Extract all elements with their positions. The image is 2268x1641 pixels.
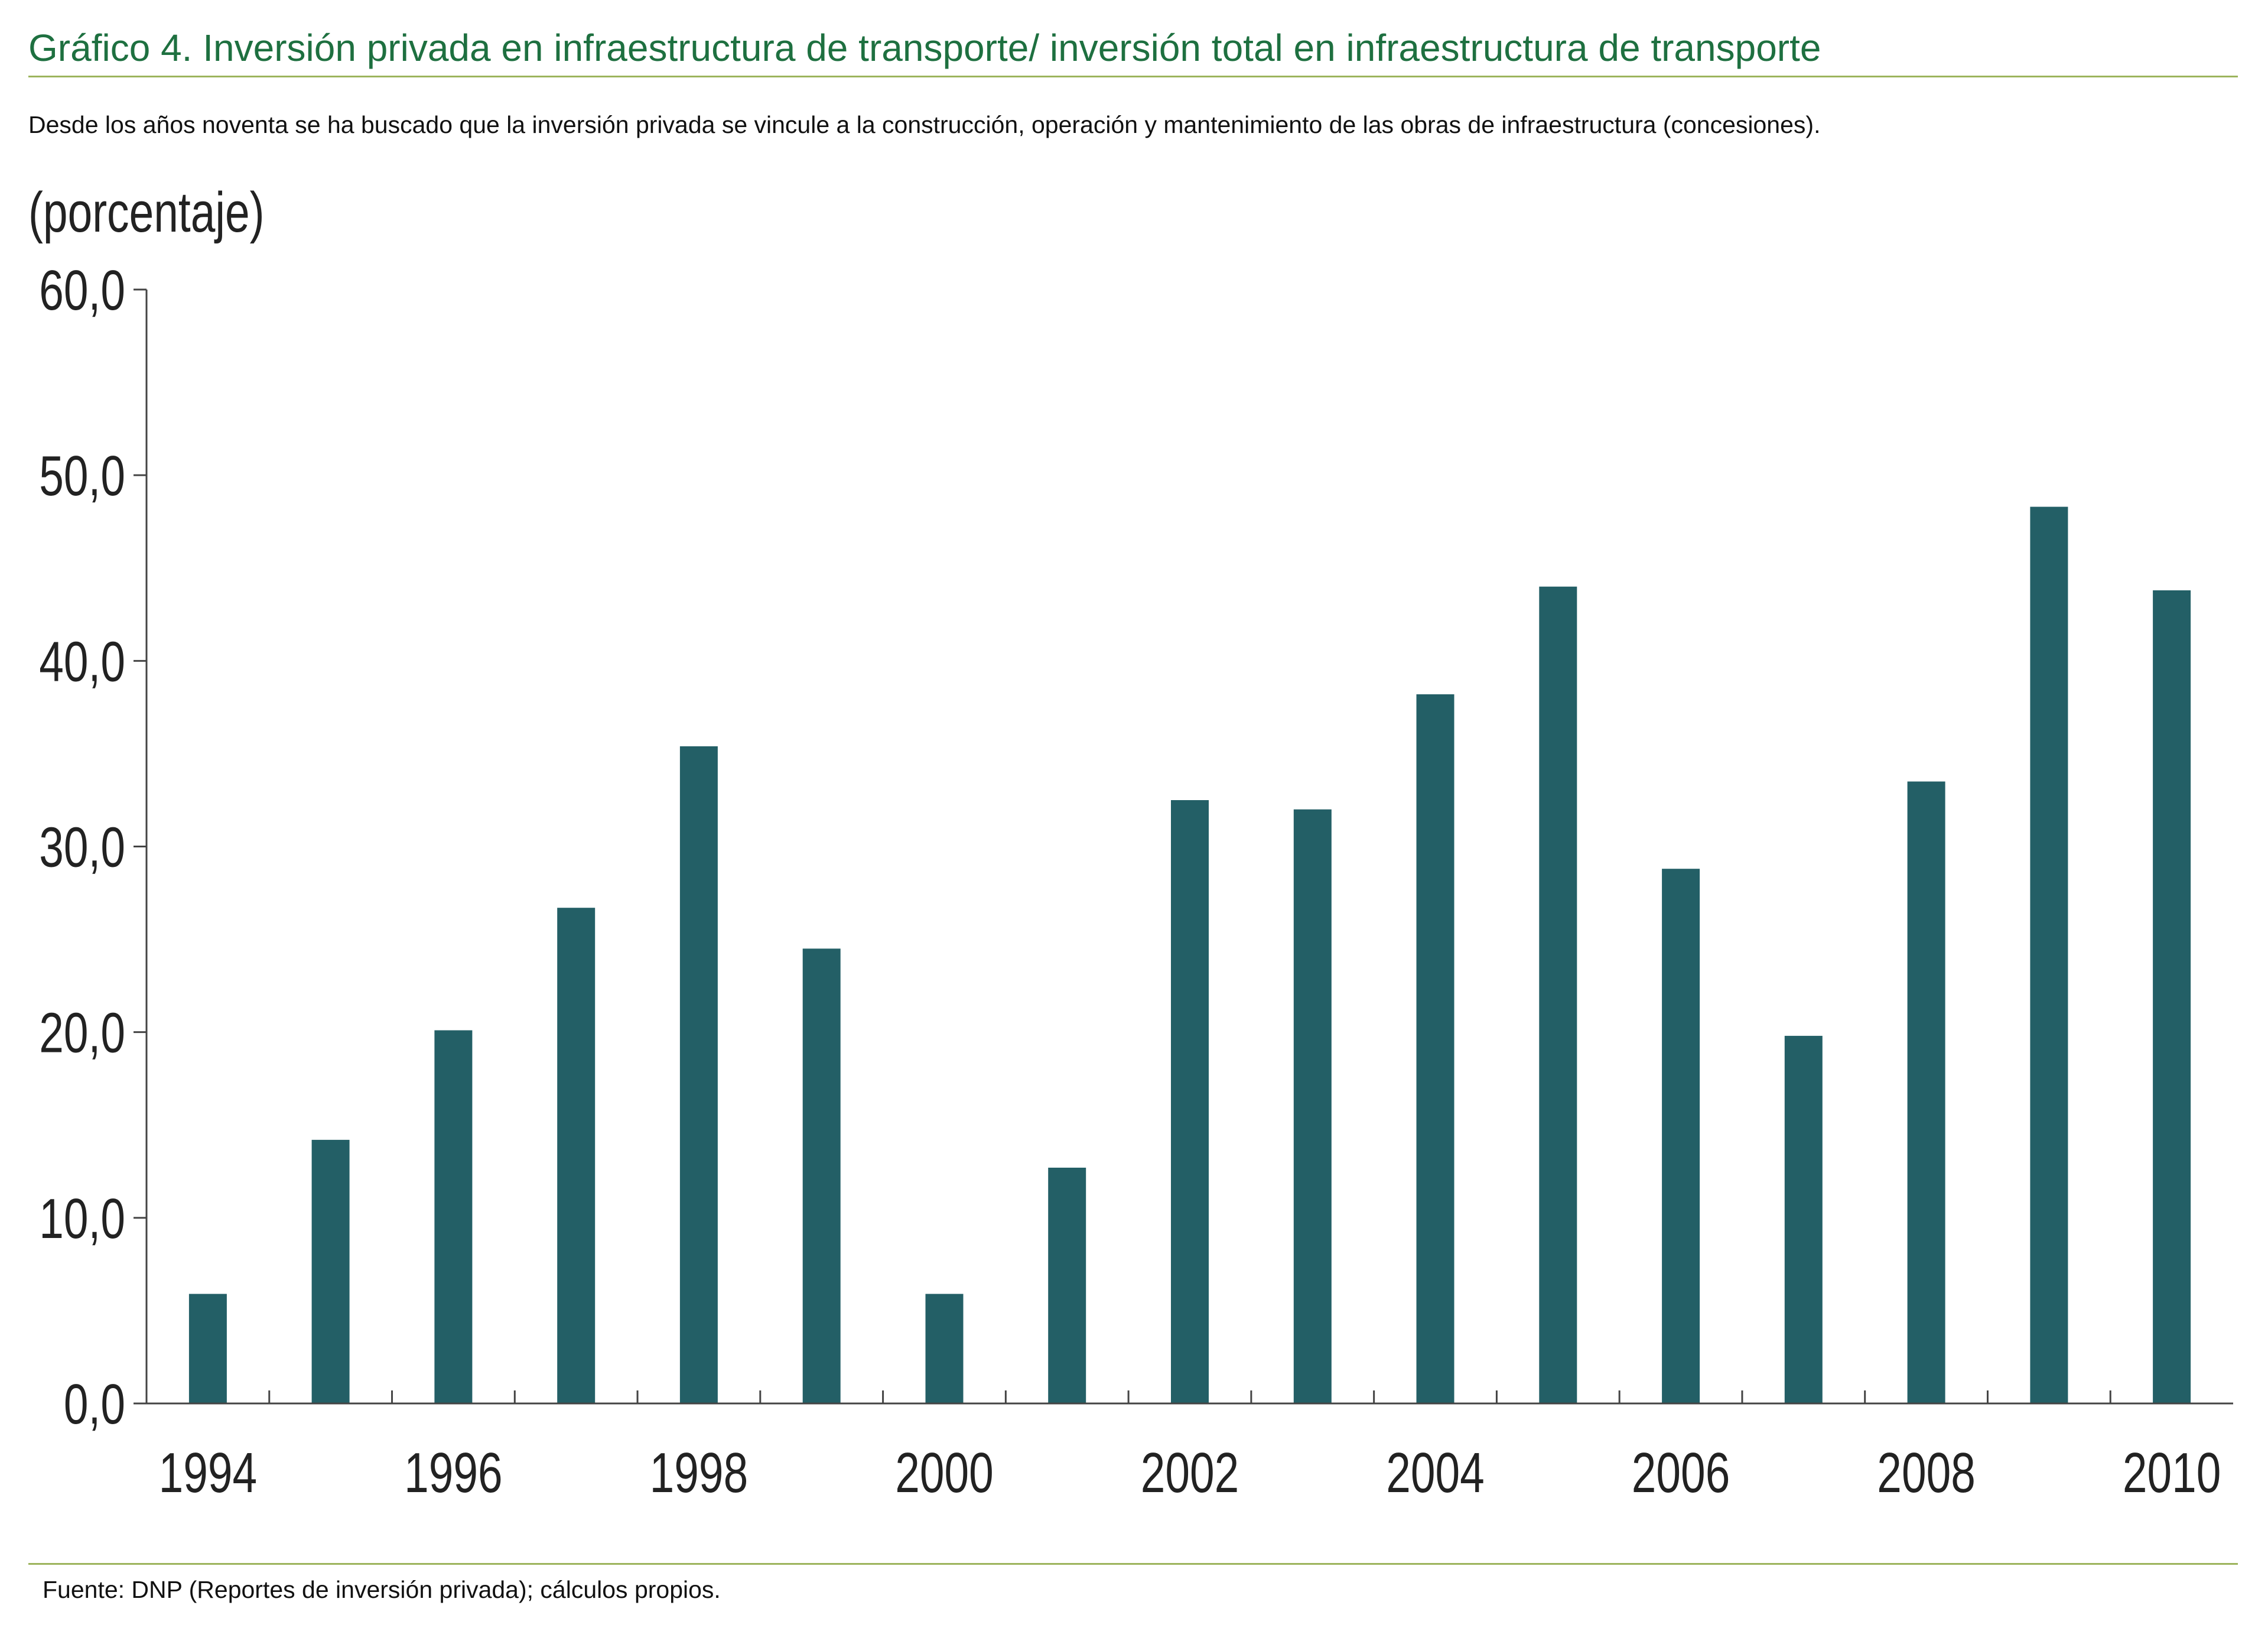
y-tick-label: 60,0 <box>39 259 125 322</box>
bar-1997 <box>557 908 596 1403</box>
chart-subtitle: Desde los años noventa se ha buscado que… <box>28 111 1821 138</box>
source-note: Fuente: DNP (Reportes de inversión priva… <box>43 1576 721 1603</box>
x-tick-label: 1996 <box>404 1441 503 1504</box>
bar-1994 <box>188 1294 227 1403</box>
x-tick-label: 2006 <box>1632 1441 1730 1504</box>
x-tick-label: 2010 <box>2123 1441 2221 1504</box>
chart-title: Gráfico 4. Inversión privada en infraest… <box>28 27 1821 69</box>
y-tick-label: 0,0 <box>64 1373 125 1436</box>
bar-2006 <box>1662 869 1700 1403</box>
y-ticks-group: 0,0 10,0 20,0 30,0 40,0 50,0 60,0 <box>39 259 147 1436</box>
x-tick-label: 2004 <box>1386 1441 1485 1504</box>
y-tick-label: 50,0 <box>39 444 125 508</box>
title-divider <box>28 76 2238 77</box>
bar-2002 <box>1171 800 1209 1403</box>
bar-2009 <box>2030 506 2068 1403</box>
bar-2008 <box>1907 781 1945 1403</box>
x-tick-label: 1994 <box>159 1441 258 1504</box>
x-tick-label: 2002 <box>1141 1441 1239 1504</box>
y-tick-label: 30,0 <box>39 816 125 879</box>
x-tick-label: 1998 <box>650 1441 749 1504</box>
bar-2007 <box>1784 1035 1823 1403</box>
bar-2005 <box>1539 586 1577 1404</box>
x-ticks-group: 1994 1996 1998 2000 2002 2004 2006 2008 2010 <box>159 1390 2221 1504</box>
bar-1999 <box>802 948 841 1403</box>
y-axis-unit-label: (porcentaje) <box>28 181 265 244</box>
bar-2004 <box>1416 694 1454 1403</box>
y-tick-label: 40,0 <box>39 630 125 693</box>
bar-1998 <box>679 746 718 1403</box>
bar-2003 <box>1293 809 1332 1403</box>
y-tick-label: 20,0 <box>39 1002 125 1065</box>
bars-group <box>188 506 2191 1404</box>
bar-2001 <box>1048 1168 1086 1403</box>
bar-1996 <box>434 1030 473 1403</box>
x-tick-label: 2008 <box>1877 1441 1976 1504</box>
footer-divider <box>28 1563 2238 1565</box>
bar-1995 <box>311 1139 350 1403</box>
bar-2010 <box>2153 590 2191 1403</box>
bar-2000 <box>925 1294 964 1403</box>
x-tick-label: 2000 <box>895 1441 994 1504</box>
y-tick-label: 10,0 <box>39 1187 125 1250</box>
